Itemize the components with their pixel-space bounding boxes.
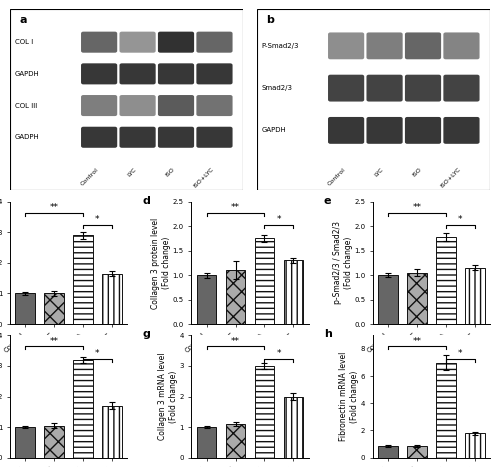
Bar [102, 406, 122, 458]
Bar [465, 433, 484, 458]
Text: **: ** [412, 203, 422, 212]
Bar [284, 396, 303, 458]
Text: *: * [458, 349, 462, 358]
Text: a: a [20, 15, 27, 25]
FancyBboxPatch shape [366, 75, 402, 101]
FancyBboxPatch shape [158, 95, 194, 116]
Bar [226, 424, 246, 458]
FancyBboxPatch shape [444, 75, 480, 101]
Bar [378, 275, 398, 324]
FancyBboxPatch shape [196, 95, 232, 116]
FancyBboxPatch shape [405, 117, 441, 144]
Text: Control: Control [80, 167, 99, 187]
FancyBboxPatch shape [196, 127, 232, 148]
FancyBboxPatch shape [81, 64, 117, 85]
FancyBboxPatch shape [366, 32, 402, 59]
Y-axis label: Collagen 3 protein level
(Fold change): Collagen 3 protein level (Fold change) [151, 217, 171, 309]
Text: **: ** [231, 337, 240, 346]
Text: LYC: LYC [126, 167, 138, 178]
Bar [226, 270, 246, 324]
FancyBboxPatch shape [405, 32, 441, 59]
Bar [73, 360, 93, 458]
Text: Control: Control [326, 167, 346, 187]
Bar [407, 446, 427, 458]
Text: **: ** [50, 203, 58, 212]
FancyBboxPatch shape [158, 32, 194, 53]
Text: **: ** [231, 203, 240, 212]
Bar [44, 425, 64, 458]
Text: GAPDH: GAPDH [262, 127, 286, 134]
Bar [73, 235, 93, 324]
FancyBboxPatch shape [405, 75, 441, 101]
Text: COL III: COL III [14, 103, 37, 108]
FancyBboxPatch shape [366, 117, 402, 144]
FancyBboxPatch shape [328, 117, 364, 144]
FancyBboxPatch shape [328, 75, 364, 101]
Text: ISO: ISO [412, 167, 423, 178]
FancyBboxPatch shape [120, 127, 156, 148]
Text: b: b [266, 15, 274, 25]
Text: LYC: LYC [374, 167, 384, 178]
FancyBboxPatch shape [81, 32, 117, 53]
Bar [197, 427, 216, 458]
FancyBboxPatch shape [158, 64, 194, 85]
Bar [254, 366, 274, 458]
Text: g: g [142, 329, 150, 340]
Text: *: * [276, 349, 281, 358]
Text: *: * [276, 215, 281, 225]
Text: ISO+LYC: ISO+LYC [192, 167, 214, 189]
FancyBboxPatch shape [328, 32, 364, 59]
FancyBboxPatch shape [81, 127, 117, 148]
FancyBboxPatch shape [444, 32, 480, 59]
Text: Smad2/3: Smad2/3 [262, 85, 292, 91]
Text: P-Smad2/3: P-Smad2/3 [262, 43, 299, 49]
Text: **: ** [412, 337, 422, 346]
Bar [197, 275, 216, 324]
Text: *: * [458, 215, 462, 225]
Text: ISO+LYC: ISO+LYC [439, 167, 462, 189]
Text: COL I: COL I [14, 39, 33, 45]
Bar [102, 274, 122, 324]
Bar [407, 273, 427, 324]
Bar [465, 268, 484, 324]
Text: GADPH: GADPH [14, 134, 40, 140]
FancyBboxPatch shape [120, 95, 156, 116]
Bar [16, 427, 35, 458]
Bar [436, 237, 456, 324]
Text: e: e [324, 196, 332, 205]
Text: *: * [95, 349, 100, 358]
FancyBboxPatch shape [81, 95, 117, 116]
Bar [436, 362, 456, 458]
Bar [44, 293, 64, 324]
Text: h: h [324, 329, 332, 340]
Bar [16, 293, 35, 324]
Bar [284, 261, 303, 324]
Y-axis label: Fibronectin mRNA level
(Fold change): Fibronectin mRNA level (Fold change) [340, 352, 359, 441]
FancyBboxPatch shape [158, 127, 194, 148]
Y-axis label: p-Smad2/3 / Smad2/3
(Fold change): p-Smad2/3 / Smad2/3 (Fold change) [332, 221, 352, 304]
FancyBboxPatch shape [444, 117, 480, 144]
FancyBboxPatch shape [196, 32, 232, 53]
Bar [378, 446, 398, 458]
Bar [254, 239, 274, 324]
Text: *: * [95, 215, 100, 225]
FancyBboxPatch shape [196, 64, 232, 85]
Text: **: ** [50, 337, 58, 346]
Text: ISO: ISO [165, 167, 176, 178]
Text: d: d [142, 196, 150, 205]
Y-axis label: Collagen 3 mRNA level
(Fold change): Collagen 3 mRNA level (Fold change) [158, 353, 178, 440]
FancyBboxPatch shape [120, 32, 156, 53]
FancyBboxPatch shape [120, 64, 156, 85]
Text: GAPDH: GAPDH [14, 71, 40, 77]
